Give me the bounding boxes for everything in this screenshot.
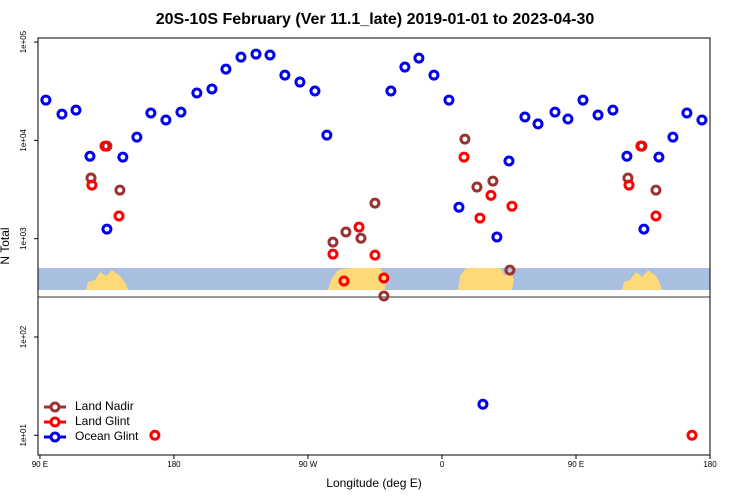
land	[458, 268, 514, 290]
point	[327, 248, 339, 260]
x-tick-label: 90 E	[32, 460, 48, 469]
point	[145, 107, 157, 119]
legend-label: Ocean Glint	[75, 429, 139, 443]
chart-title: 20S-10S February (Ver 11.1_late) 2019-01…	[156, 11, 595, 28]
point	[504, 264, 516, 276]
point	[250, 48, 262, 60]
point	[235, 51, 247, 63]
legend-marker	[49, 401, 61, 413]
y-tick-label: 1e+02	[19, 325, 28, 348]
land	[86, 270, 128, 290]
point	[681, 107, 693, 119]
point	[650, 184, 662, 196]
legend-label: Land Nadir	[75, 399, 134, 413]
point	[385, 85, 397, 97]
point	[621, 150, 633, 162]
point	[340, 226, 352, 238]
point	[607, 104, 619, 116]
point	[206, 83, 218, 95]
legend-label: Land Glint	[75, 414, 130, 428]
point	[378, 272, 390, 284]
point	[321, 129, 333, 141]
point	[474, 212, 486, 224]
point	[86, 179, 98, 191]
point	[378, 290, 390, 302]
y-tick-label: 1e+04	[19, 129, 28, 152]
point	[592, 109, 604, 121]
point	[56, 108, 68, 120]
point	[279, 69, 291, 81]
point	[428, 69, 440, 81]
point	[635, 140, 647, 152]
point	[491, 231, 503, 243]
point	[99, 140, 111, 152]
point	[650, 210, 662, 222]
point	[220, 63, 232, 75]
point	[369, 249, 381, 261]
point	[369, 197, 381, 209]
point	[503, 155, 515, 167]
point	[160, 114, 172, 126]
point	[70, 104, 82, 116]
point	[471, 181, 483, 193]
point	[506, 200, 518, 212]
x-tick-label: 180	[167, 460, 181, 469]
legend-marker	[49, 416, 61, 428]
x-tick-label: 180	[703, 460, 717, 469]
y-tick-label: 1e+03	[19, 227, 28, 250]
point	[443, 94, 455, 106]
map-strip	[38, 268, 710, 298]
x-axis-label: Longitude (deg E)	[326, 476, 421, 490]
land	[622, 270, 662, 290]
point	[101, 223, 113, 235]
y-axis-label: N Total	[0, 227, 12, 264]
x-tick-label: 90 W	[299, 460, 318, 469]
point	[696, 114, 708, 126]
legend-marker	[49, 431, 61, 443]
point	[355, 232, 367, 244]
point	[114, 184, 126, 196]
point	[562, 113, 574, 125]
point	[175, 106, 187, 118]
point	[577, 94, 589, 106]
point	[399, 61, 411, 73]
point	[294, 76, 306, 88]
point	[264, 49, 276, 61]
point	[638, 223, 650, 235]
point	[487, 175, 499, 187]
plot-frame	[37, 37, 711, 456]
point	[131, 131, 143, 143]
point	[458, 151, 470, 163]
point	[519, 111, 531, 123]
point	[327, 236, 339, 248]
point	[353, 221, 365, 233]
point	[532, 118, 544, 130]
point	[117, 151, 129, 163]
x-tick-label: 0	[440, 460, 445, 469]
point	[40, 94, 52, 106]
point	[623, 179, 635, 191]
point	[149, 429, 161, 441]
point	[549, 106, 561, 118]
point	[84, 150, 96, 162]
x-tick-label: 90 E	[568, 460, 584, 469]
point	[485, 189, 497, 201]
point	[309, 85, 321, 97]
point	[459, 133, 471, 145]
point	[686, 429, 698, 441]
point	[413, 52, 425, 64]
y-tick-label: 1e+01	[19, 423, 28, 446]
point	[667, 131, 679, 143]
point	[653, 151, 665, 163]
point	[113, 210, 125, 222]
point	[191, 87, 203, 99]
point	[453, 201, 465, 213]
point	[338, 275, 350, 287]
y-tick-label: 1e+05	[19, 30, 28, 53]
point	[477, 398, 489, 410]
